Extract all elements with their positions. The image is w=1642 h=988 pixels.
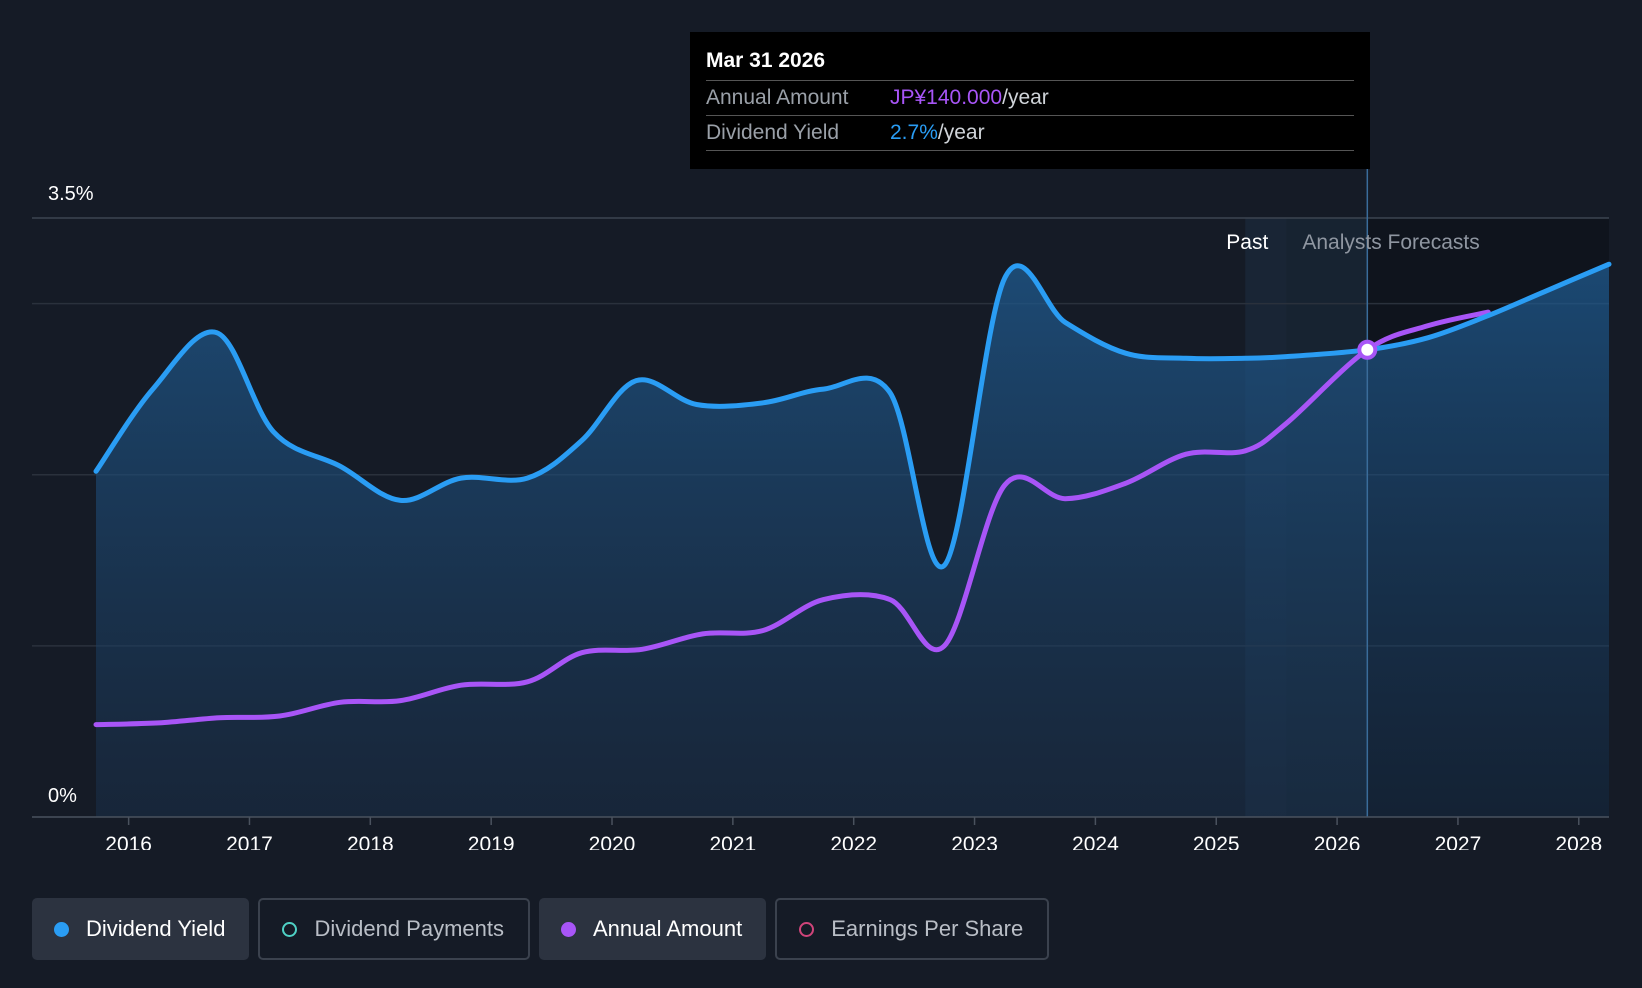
x-tick-label: 2023 (951, 833, 998, 850)
x-tick-label: 2027 (1435, 833, 1482, 850)
legend-label: Earnings Per Share (831, 916, 1024, 941)
legend-dot-icon (799, 921, 815, 937)
y-axis-labels: 3.5% 0% (48, 183, 94, 807)
tooltip-date: Mar 31 2026 (706, 46, 1354, 81)
tooltip-annual-value: JP¥140.000 (890, 86, 1003, 109)
tooltip-yield-label: Dividend Yield (706, 121, 840, 144)
tooltip: Mar 31 2026 Annual Amount JP¥140.000 /ye… (690, 32, 1370, 169)
legend-dividend-payments-button[interactable]: Dividend Payments (258, 898, 530, 960)
x-tick-label: 2018 (347, 833, 394, 850)
legend-dot-icon (282, 921, 298, 937)
forecast-label: Analysts Forecasts (1302, 231, 1479, 254)
legend-annual-amount-button[interactable]: Annual Amount (538, 898, 767, 960)
x-tick-label: 2022 (830, 833, 877, 850)
x-tick-label: 2019 (468, 833, 515, 850)
legend: Dividend Yield Dividend Payments Annual … (32, 898, 1050, 960)
legend-dot-icon (560, 921, 576, 937)
dividend-yield-area (96, 264, 1609, 817)
x-tick-label: 2017 (226, 833, 273, 850)
legend-dot-icon (54, 921, 69, 937)
legend-label: Dividend Payments (314, 916, 504, 941)
legend-dividend-yield-button[interactable]: Dividend Yield (32, 898, 250, 960)
tooltip-yield-unit: /year (937, 121, 985, 144)
x-tick-label: 2024 (1072, 833, 1119, 850)
x-tick-label: 2021 (710, 833, 757, 850)
y-tick-label: 3.5% (48, 183, 94, 205)
legend-label: Dividend Yield (86, 916, 226, 941)
tooltip-yield-row: Dividend Yield 2.7% /year (706, 116, 1354, 151)
dividend-yield-line (93, 261, 1612, 570)
tooltip-yield-value: 2.7% (890, 121, 938, 144)
annual-amount-line (93, 309, 1491, 728)
y-tick-label: 0% (48, 785, 77, 807)
tooltip-annual-unit: /year (1002, 86, 1049, 109)
tooltip-annual-label: Annual Amount (706, 86, 849, 109)
x-tick-label: 2026 (1314, 833, 1361, 850)
x-tick-label: 2028 (1555, 833, 1602, 850)
legend-earnings-per-share-button[interactable]: Earnings Per Share (775, 898, 1050, 960)
legend-label: Annual Amount (592, 916, 743, 941)
x-axis-ticks: 2016 2017 2018 2019 2020 2021 2022 2023 2024 2025… (105, 817, 1602, 850)
hover-marker[interactable] (1357, 339, 1378, 360)
x-tick-label: 2020 (589, 833, 636, 850)
past-label: Past (1226, 231, 1268, 254)
x-tick-label: 2025 (1193, 833, 1240, 850)
dividend-chart: 2016 2017 2018 2019 2020 2021 2022 2023 2024 2025… (32, 168, 1612, 850)
x-tick-label: 2016 (105, 833, 152, 850)
tooltip-annual-row: Annual Amount JP¥140.000 /year (706, 81, 1354, 116)
